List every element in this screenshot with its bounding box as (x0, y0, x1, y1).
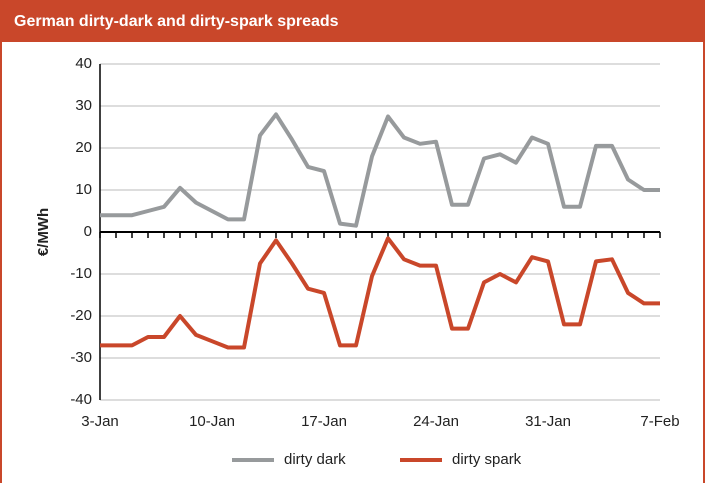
x-tick-label: 7-Feb (640, 413, 679, 430)
x-tick-label: 17-Jan (301, 413, 347, 430)
y-tick-label: -10 (70, 265, 92, 282)
y-tick-label: -40 (70, 391, 92, 408)
y-tick-label: 20 (75, 139, 92, 156)
y-tick-label: 40 (75, 55, 92, 72)
chart-title: German dirty-dark and dirty-spark spread… (14, 13, 339, 30)
title-bar (0, 0, 705, 42)
x-tick-label: 31-Jan (525, 413, 571, 430)
legend-label: dirty spark (452, 451, 522, 468)
y-tick-label: 30 (75, 97, 92, 114)
series-line (100, 112, 660, 228)
x-tick-label: 24-Jan (413, 413, 459, 430)
series-line (100, 236, 660, 350)
x-tick-label: 3-Jan (81, 413, 119, 430)
y-tick-label: 0 (84, 223, 92, 240)
y-tick-label: -20 (70, 307, 92, 324)
legend-label: dirty dark (284, 451, 346, 468)
y-axis-label: €/MWh (35, 208, 52, 256)
y-tick-label: 10 (75, 181, 92, 198)
y-tick-label: -30 (70, 349, 92, 366)
x-tick-label: 10-Jan (189, 413, 235, 430)
